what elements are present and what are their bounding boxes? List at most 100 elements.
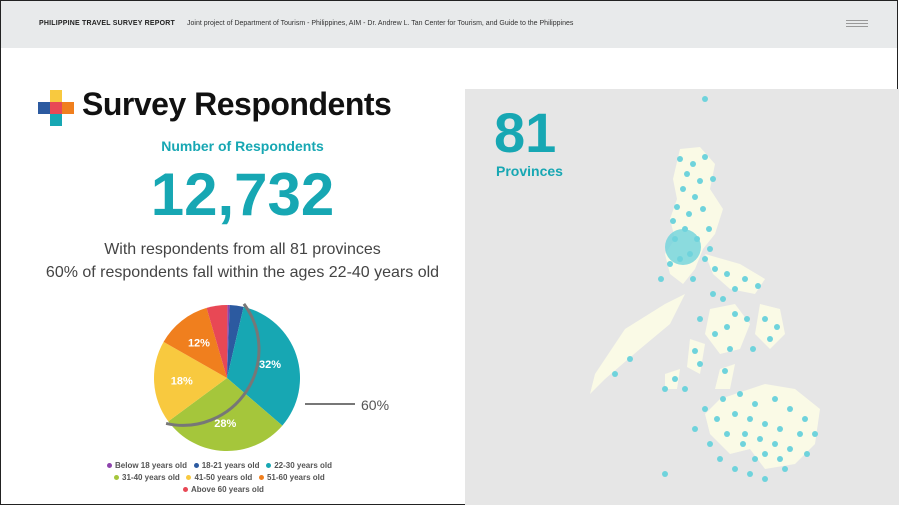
- province-dot: [690, 161, 696, 167]
- hamburger-menu-icon[interactable]: [846, 20, 868, 30]
- province-dot: [667, 261, 673, 267]
- province-dot: [707, 246, 713, 252]
- province-dot: [802, 416, 808, 422]
- province-dot: [682, 386, 688, 392]
- legend-row-3: Above 60 years old: [183, 485, 264, 494]
- province-dot: [762, 476, 768, 482]
- legend-22-30: 22-30 years old: [266, 461, 332, 470]
- report-title[interactable]: PHILIPPINE TRAVEL SURVEY REPORT: [39, 20, 175, 27]
- province-dot: [804, 451, 810, 457]
- province-dot: [742, 276, 748, 282]
- province-dot: [787, 446, 793, 452]
- province-dot: [672, 376, 678, 382]
- province-dot: [706, 226, 712, 232]
- pie-60-percent-arc: [165, 303, 261, 427]
- pie-slice-51-60-years-old: [163, 307, 227, 378]
- province-dot: [767, 336, 773, 342]
- province-dot: [750, 346, 756, 352]
- pie-slice-above-60-years-old: [206, 305, 228, 378]
- province-dot: [658, 276, 664, 282]
- province-dot: [727, 346, 733, 352]
- age-pie-chart: 32% 28% 18% 12%: [154, 303, 355, 451]
- province-dot: [747, 471, 753, 477]
- province-dot: [697, 316, 703, 322]
- province-dot: [752, 456, 758, 462]
- province-dot: [737, 391, 743, 397]
- legend-51-60: 51-60 years old: [258, 473, 325, 482]
- pie-slice-22-30-years-old: [227, 306, 300, 426]
- province-dot: [692, 194, 698, 200]
- province-dot: [702, 406, 708, 412]
- legend-below-18: Below 18 years old: [107, 461, 187, 470]
- pie-slice-below-18-years-old: [227, 305, 230, 378]
- pie-label-12: 12%: [188, 337, 210, 349]
- province-dot: [812, 431, 818, 437]
- pie-slice-31-40-years-old: [168, 378, 283, 451]
- province-dot: [720, 396, 726, 402]
- landmass: [590, 147, 820, 469]
- province-dot: [755, 283, 761, 289]
- provinces-label: Provinces: [496, 163, 563, 179]
- legend-31-40: 31-40 years old: [114, 473, 180, 482]
- province-dot: [674, 204, 680, 210]
- province-dot: [777, 456, 783, 462]
- map-graphic: [590, 96, 820, 482]
- province-dot: [762, 316, 768, 322]
- province-dot: [712, 266, 718, 272]
- province-dot: [782, 466, 788, 472]
- province-dot: [747, 416, 753, 422]
- province-dot: [707, 441, 713, 447]
- pie-label-18: 18%: [171, 376, 193, 388]
- province-dot: [717, 456, 723, 462]
- legend-18-21: 18-21 years old: [193, 461, 260, 470]
- province-dot: [697, 178, 703, 184]
- summary-line-ages: 60% of respondents fall within the ages …: [45, 264, 440, 281]
- pie-label-32: 32%: [259, 359, 281, 371]
- philippines-map: [465, 89, 899, 505]
- province-dot: [612, 371, 618, 377]
- legend-row-1: Below 18 years old 18-21 years old 22-30…: [107, 461, 332, 470]
- province-dot: [724, 431, 730, 437]
- province-dot: [702, 96, 708, 102]
- respondents-label: Number of Respondents: [161, 138, 324, 154]
- province-dot: [627, 356, 633, 362]
- province-dot: [662, 386, 668, 392]
- legend-above-60: Above 60 years old: [183, 485, 264, 494]
- province-dot: [732, 466, 738, 472]
- province-dot: [772, 396, 778, 402]
- legend-41-50: 41-50 years old: [186, 473, 252, 482]
- province-dot: [724, 324, 730, 330]
- province-dot: [692, 348, 698, 354]
- province-dot: [714, 416, 720, 422]
- province-dot: [686, 211, 692, 217]
- province-dot: [732, 411, 738, 417]
- province-dot: [787, 406, 793, 412]
- province-dot: [670, 218, 676, 224]
- province-dot: [677, 156, 683, 162]
- pie-label-28: 28%: [214, 418, 236, 430]
- province-dot: [744, 316, 750, 322]
- top-bar: PHILIPPINE TRAVEL SURVEY REPORT Joint pr…: [1, 1, 897, 48]
- pie-slice-41-50-years-old: [154, 341, 227, 422]
- province-dot: [777, 426, 783, 432]
- province-dot: [732, 286, 738, 292]
- province-dot: [684, 171, 690, 177]
- report-subtitle: Joint project of Department of Tourism -…: [187, 20, 574, 27]
- province-dot: [680, 186, 686, 192]
- legend-row-2: 31-40 years old 41-50 years old 51-60 ye…: [114, 473, 325, 482]
- metro-manila-highlight: [665, 229, 701, 265]
- province-dot: [772, 441, 778, 447]
- province-dot: [720, 296, 726, 302]
- province-dots: [612, 96, 818, 482]
- province-dot: [710, 291, 716, 297]
- province-dot: [774, 324, 780, 330]
- province-dot: [752, 401, 758, 407]
- province-dot: [710, 176, 716, 182]
- province-dot: [762, 451, 768, 457]
- province-dot: [757, 436, 763, 442]
- province-dot: [702, 154, 708, 160]
- province-dot: [662, 471, 668, 477]
- callout-60-percent: 60%: [361, 397, 390, 413]
- plus-logo-icon: [38, 90, 74, 126]
- provinces-count: 81: [494, 101, 557, 164]
